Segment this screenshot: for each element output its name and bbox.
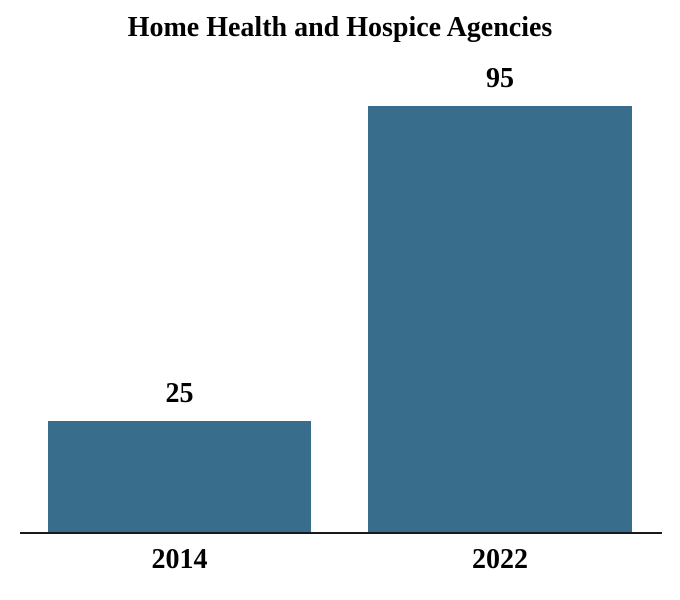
bar-2022 <box>368 105 632 533</box>
bar-group-2014: 25 <box>48 377 311 533</box>
chart-title: Home Health and Hospice Agencies <box>127 12 553 43</box>
x-axis-line <box>20 532 662 534</box>
bar-group-2022: 95 <box>368 62 632 533</box>
x-tick-label-2022: 2022 <box>472 544 528 575</box>
value-label-2014: 25 <box>165 377 194 409</box>
value-label-2022: 95 <box>486 62 514 94</box>
x-tick-label-2014: 2014 <box>151 544 208 575</box>
bar-2014 <box>48 420 311 533</box>
